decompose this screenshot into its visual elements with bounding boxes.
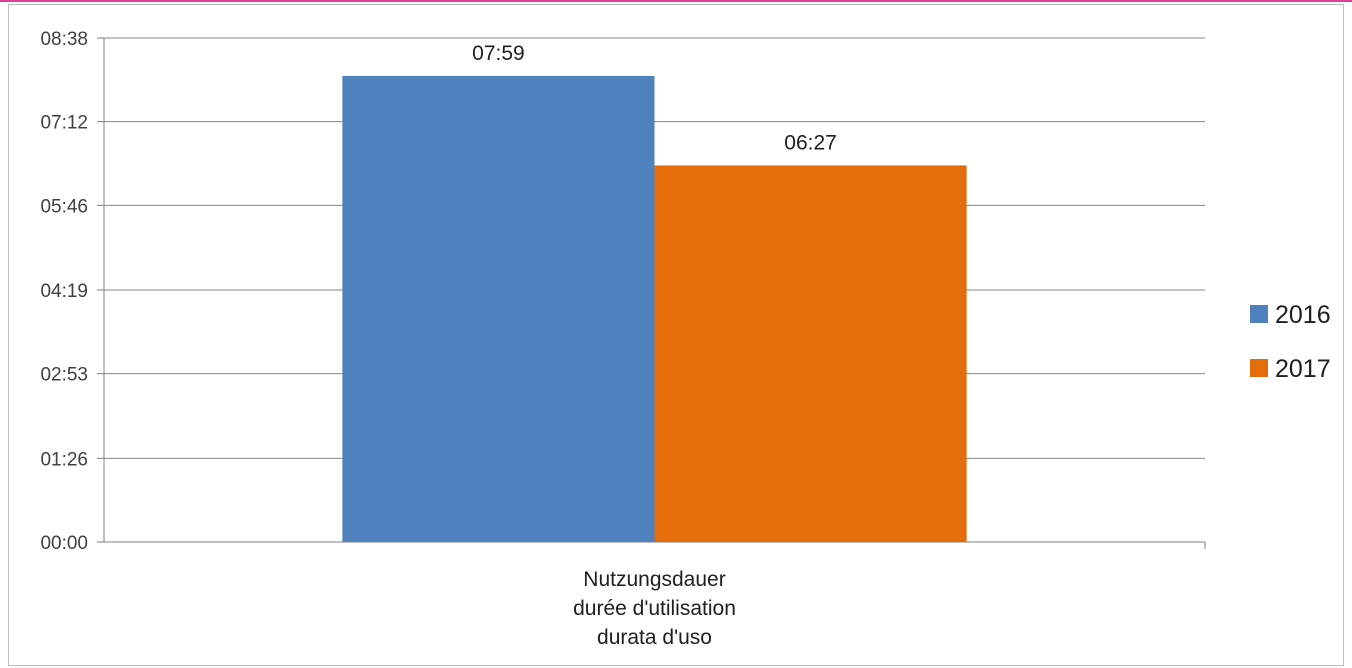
data-label-2017: 06:27 <box>784 131 837 154</box>
x-category-label-line: durata d'uso <box>597 626 712 649</box>
legend[interactable]: 2016 2017 <box>1250 301 1331 383</box>
bar-2017 <box>654 165 967 542</box>
y-tick-label: 08:38 <box>40 29 88 50</box>
y-tick-label: 05:46 <box>40 196 88 217</box>
x-axis-category-labels: Nutzungsdauer durée d'utilisation durata d… <box>573 568 736 649</box>
x-category-label-line: Nutzungsdauer <box>583 568 725 591</box>
y-tick-label: 00:00 <box>40 533 88 554</box>
y-tick-label: 04:19 <box>40 281 88 302</box>
data-labels: 07:59 06:27 <box>472 42 837 155</box>
y-tick-label: 02:53 <box>40 365 88 386</box>
legend-swatch-2016[interactable] <box>1250 305 1268 323</box>
y-tick-label: 07:12 <box>40 113 88 134</box>
bars <box>342 75 967 542</box>
legend-label-2017[interactable]: 2017 <box>1275 355 1331 383</box>
y-axis-tick-labels: 00:00 01:26 02:53 04:19 05:46 07:12 08:38 <box>40 29 88 554</box>
legend-swatch-2017[interactable] <box>1250 359 1268 377</box>
bar-2016 <box>342 75 655 542</box>
top-accent-rule <box>0 0 1352 2</box>
x-category-label-line: durée d'utilisation <box>573 597 736 620</box>
y-tick-label: 01:26 <box>40 449 88 470</box>
data-label-2016: 07:59 <box>472 42 525 65</box>
x-category-label: Nutzungsdauer durée d'utilisation durata d… <box>573 568 736 649</box>
axes <box>97 37 1206 549</box>
legend-label-2016[interactable]: 2016 <box>1275 301 1331 329</box>
